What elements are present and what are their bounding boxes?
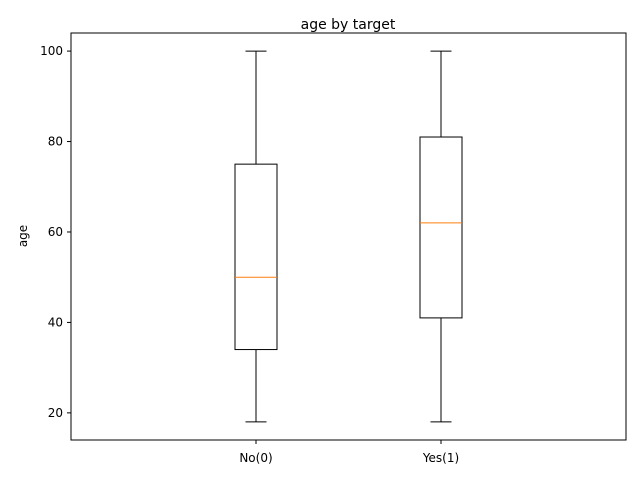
y-tick-label: 60 — [48, 225, 63, 239]
plot-frame — [70, 32, 627, 441]
x-tick-label: Yes(1) — [422, 451, 459, 465]
x-tick-label: No(0) — [239, 451, 272, 465]
y-tick-label: 80 — [48, 135, 63, 149]
y-tick-label: 100 — [40, 44, 63, 58]
chart-title: age by target — [301, 17, 396, 33]
y-axis-label: age — [16, 225, 30, 247]
box-iqr — [419, 136, 463, 319]
y-tick-label: 40 — [48, 315, 63, 329]
box-iqr — [234, 163, 278, 351]
plot-area — [234, 50, 463, 423]
y-tick-label: 20 — [48, 406, 63, 420]
